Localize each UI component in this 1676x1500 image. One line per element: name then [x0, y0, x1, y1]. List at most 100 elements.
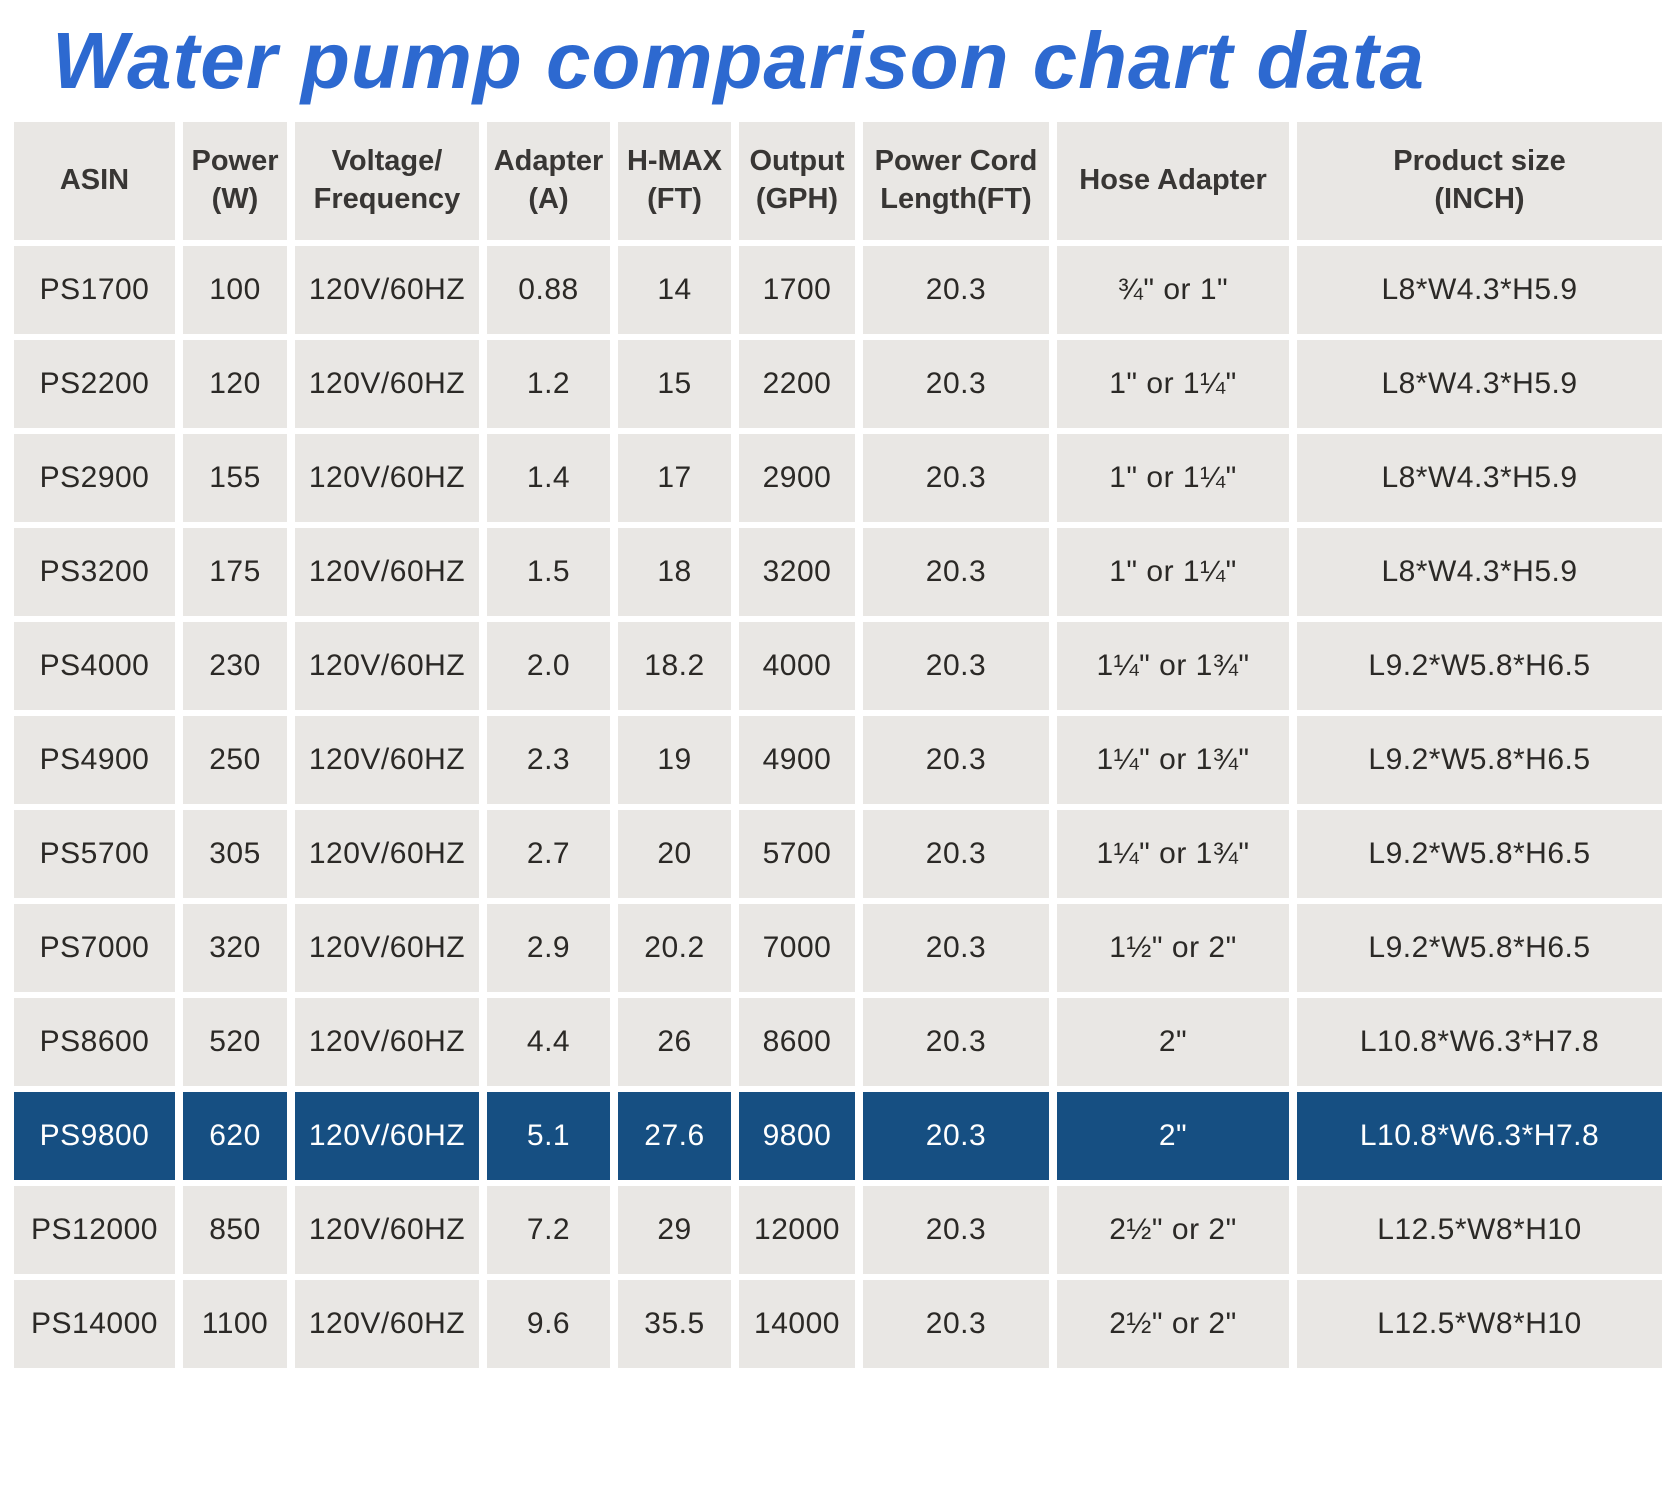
- cell-voltage: 120V/60HZ: [295, 433, 479, 522]
- cell-power: 175: [183, 527, 287, 616]
- cell-output: 2200: [739, 339, 855, 428]
- cell-power: 520: [183, 997, 287, 1086]
- cell-hmax: 35.5: [618, 1279, 731, 1368]
- table-header: ASIN Power (W) Voltage/ Frequency Adapter (…: [14, 121, 1662, 240]
- cell-voltage: 120V/60HZ: [295, 1279, 479, 1368]
- cell-cord-length: 20.3: [863, 1091, 1049, 1180]
- cell-hose-adapter: 2½" or 2": [1057, 1279, 1289, 1368]
- cell-voltage: 120V/60HZ: [295, 809, 479, 898]
- cell-cord-length: 20.3: [863, 809, 1049, 898]
- cell-product-size: L9.2*W5.8*H6.5: [1297, 903, 1662, 992]
- cell-hmax: 20.2: [618, 903, 731, 992]
- cell-voltage: 120V/60HZ: [295, 997, 479, 1086]
- cell-product-size: L12.5*W8*H10: [1297, 1279, 1662, 1368]
- cell-product-size: L8*W4.3*H5.9: [1297, 527, 1662, 616]
- cell-hose-adapter: 1¼" or 1¾": [1057, 809, 1289, 898]
- cell-adapter: 4.4: [487, 997, 610, 1086]
- column-header-power: Power (W): [183, 121, 287, 240]
- table-row: PS5700 305 120V/60HZ 2.7 20 5700 20.3 1¼" or 1¾…: [14, 809, 1662, 898]
- cell-hmax: 15: [618, 339, 731, 428]
- cell-hose-adapter: 1" or 1¼": [1057, 433, 1289, 522]
- cell-power: 155: [183, 433, 287, 522]
- cell-power: 230: [183, 621, 287, 710]
- cell-cord-length: 20.3: [863, 527, 1049, 616]
- cell-asin: PS2900: [14, 433, 175, 522]
- cell-cord-length: 20.3: [863, 245, 1049, 334]
- cell-asin: PS12000: [14, 1185, 175, 1274]
- cell-hose-adapter: 1" or 1¼": [1057, 527, 1289, 616]
- cell-asin: PS9800: [14, 1091, 175, 1180]
- column-header-product-size: Product size (INCH): [1297, 121, 1662, 240]
- header-row: ASIN Power (W) Voltage/ Frequency Adapter (…: [14, 121, 1662, 240]
- cell-asin: PS14000: [14, 1279, 175, 1368]
- cell-hose-adapter: ¾" or 1": [1057, 245, 1289, 334]
- column-header-asin: ASIN: [14, 121, 175, 240]
- cell-hmax: 19: [618, 715, 731, 804]
- cell-product-size: L9.2*W5.8*H6.5: [1297, 715, 1662, 804]
- cell-asin: PS2200: [14, 339, 175, 428]
- cell-voltage: 120V/60HZ: [295, 339, 479, 428]
- cell-hmax: 18.2: [618, 621, 731, 710]
- cell-asin: PS4900: [14, 715, 175, 804]
- cell-output: 9800: [739, 1091, 855, 1180]
- cell-adapter: 2.7: [487, 809, 610, 898]
- cell-asin: PS4000: [14, 621, 175, 710]
- cell-product-size: L8*W4.3*H5.9: [1297, 245, 1662, 334]
- table-row: PS14000 1100 120V/60HZ 9.6 35.5 14000 20.3 2½" …: [14, 1279, 1662, 1368]
- cell-cord-length: 20.3: [863, 621, 1049, 710]
- cell-hmax: 18: [618, 527, 731, 616]
- table-row: PS12000 850 120V/60HZ 7.2 29 12000 20.3 2½" or …: [14, 1185, 1662, 1274]
- cell-output: 12000: [739, 1185, 855, 1274]
- cell-product-size: L9.2*W5.8*H6.5: [1297, 809, 1662, 898]
- cell-adapter: 1.5: [487, 527, 610, 616]
- cell-asin: PS5700: [14, 809, 175, 898]
- cell-hmax: 27.6: [618, 1091, 731, 1180]
- cell-output: 1700: [739, 245, 855, 334]
- cell-voltage: 120V/60HZ: [295, 245, 479, 334]
- cell-hmax: 29: [618, 1185, 731, 1274]
- cell-asin: PS8600: [14, 997, 175, 1086]
- cell-hose-adapter: 1¼" or 1¾": [1057, 621, 1289, 710]
- cell-adapter: 2.9: [487, 903, 610, 992]
- column-header-cord-length: Power Cord Length(FT): [863, 121, 1049, 240]
- table-row: PS3200 175 120V/60HZ 1.5 18 3200 20.3 1" or 1¼"…: [14, 527, 1662, 616]
- cell-hose-adapter: 1¼" or 1¾": [1057, 715, 1289, 804]
- cell-adapter: 2.3: [487, 715, 610, 804]
- table-row: PS2200 120 120V/60HZ 1.2 15 2200 20.3 1" or 1¼"…: [14, 339, 1662, 428]
- cell-adapter: 1.4: [487, 433, 610, 522]
- cell-product-size: L12.5*W8*H10: [1297, 1185, 1662, 1274]
- cell-cord-length: 20.3: [863, 339, 1049, 428]
- cell-power: 320: [183, 903, 287, 992]
- cell-adapter: 0.88: [487, 245, 610, 334]
- cell-hose-adapter: 1½" or 2": [1057, 903, 1289, 992]
- cell-cord-length: 20.3: [863, 433, 1049, 522]
- cell-product-size: L9.2*W5.8*H6.5: [1297, 621, 1662, 710]
- cell-adapter: 7.2: [487, 1185, 610, 1274]
- cell-cord-length: 20.3: [863, 903, 1049, 992]
- cell-cord-length: 20.3: [863, 715, 1049, 804]
- comparison-table: ASIN Power (W) Voltage/ Frequency Adapter (…: [6, 116, 1670, 1374]
- table-body: PS1700 100 120V/60HZ 0.88 14 1700 20.3 ¾" or 1"…: [14, 245, 1662, 1368]
- cell-voltage: 120V/60HZ: [295, 1091, 479, 1180]
- cell-asin: PS1700: [14, 245, 175, 334]
- table-row: PS7000 320 120V/60HZ 2.9 20.2 7000 20.3 1½" or …: [14, 903, 1662, 992]
- table-row: PS9800 620 120V/60HZ 5.1 27.6 9800 20.3 2" L10.8…: [14, 1091, 1662, 1180]
- table-row: PS2900 155 120V/60HZ 1.4 17 2900 20.3 1" or 1¼"…: [14, 433, 1662, 522]
- cell-hmax: 20: [618, 809, 731, 898]
- table-row: PS1700 100 120V/60HZ 0.88 14 1700 20.3 ¾" or 1"…: [14, 245, 1662, 334]
- cell-adapter: 5.1: [487, 1091, 610, 1180]
- table-row: PS8600 520 120V/60HZ 4.4 26 8600 20.3 2" L10.8*W…: [14, 997, 1662, 1086]
- cell-voltage: 120V/60HZ: [295, 903, 479, 992]
- cell-product-size: L10.8*W6.3*H7.8: [1297, 997, 1662, 1086]
- cell-power: 120: [183, 339, 287, 428]
- column-header-voltage: Voltage/ Frequency: [295, 121, 479, 240]
- column-header-hmax: H-MAX (FT): [618, 121, 731, 240]
- cell-power: 305: [183, 809, 287, 898]
- cell-voltage: 120V/60HZ: [295, 527, 479, 616]
- cell-cord-length: 20.3: [863, 1185, 1049, 1274]
- cell-output: 3200: [739, 527, 855, 616]
- cell-product-size: L8*W4.3*H5.9: [1297, 339, 1662, 428]
- cell-product-size: L8*W4.3*H5.9: [1297, 433, 1662, 522]
- column-header-output: Output (GPH): [739, 121, 855, 240]
